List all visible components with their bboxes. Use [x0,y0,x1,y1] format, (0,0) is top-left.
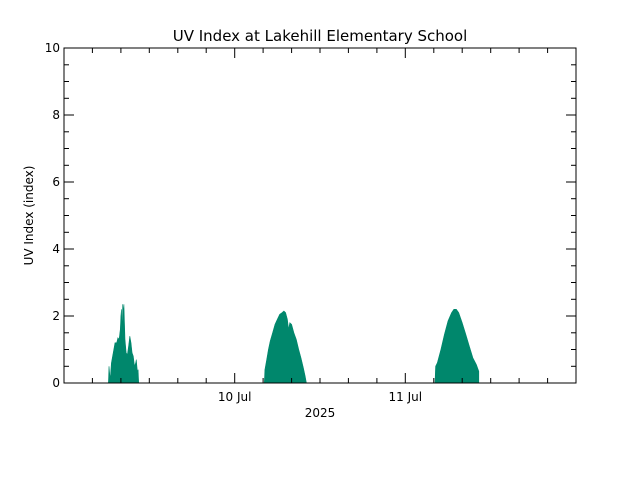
y-tick-label: 8 [52,108,60,122]
x-axis-label: 2025 [305,406,336,420]
x-tick-label: 10 Jul [218,390,252,404]
y-tick-label: 10 [45,41,60,55]
uv-area-day-2 [263,310,307,384]
plot-frame [63,47,577,384]
chart-title: UV Index at Lakehill Elementary School [173,27,468,45]
uv-area-day-3 [434,309,480,384]
plot-layer [108,304,480,384]
y-axis-label: UV Index (index) [22,166,36,266]
y-tick-label: 2 [52,309,60,323]
uv-area-day-1 [108,304,140,384]
x-tick-label: 11 Jul [389,390,423,404]
y-tick-label: 4 [52,242,60,256]
axes-layer: 0 2 4 6 8 10 10 Jul 11 Jul [45,41,576,404]
y-tick-label: 6 [52,175,60,189]
y-tick-label: 0 [52,376,60,390]
